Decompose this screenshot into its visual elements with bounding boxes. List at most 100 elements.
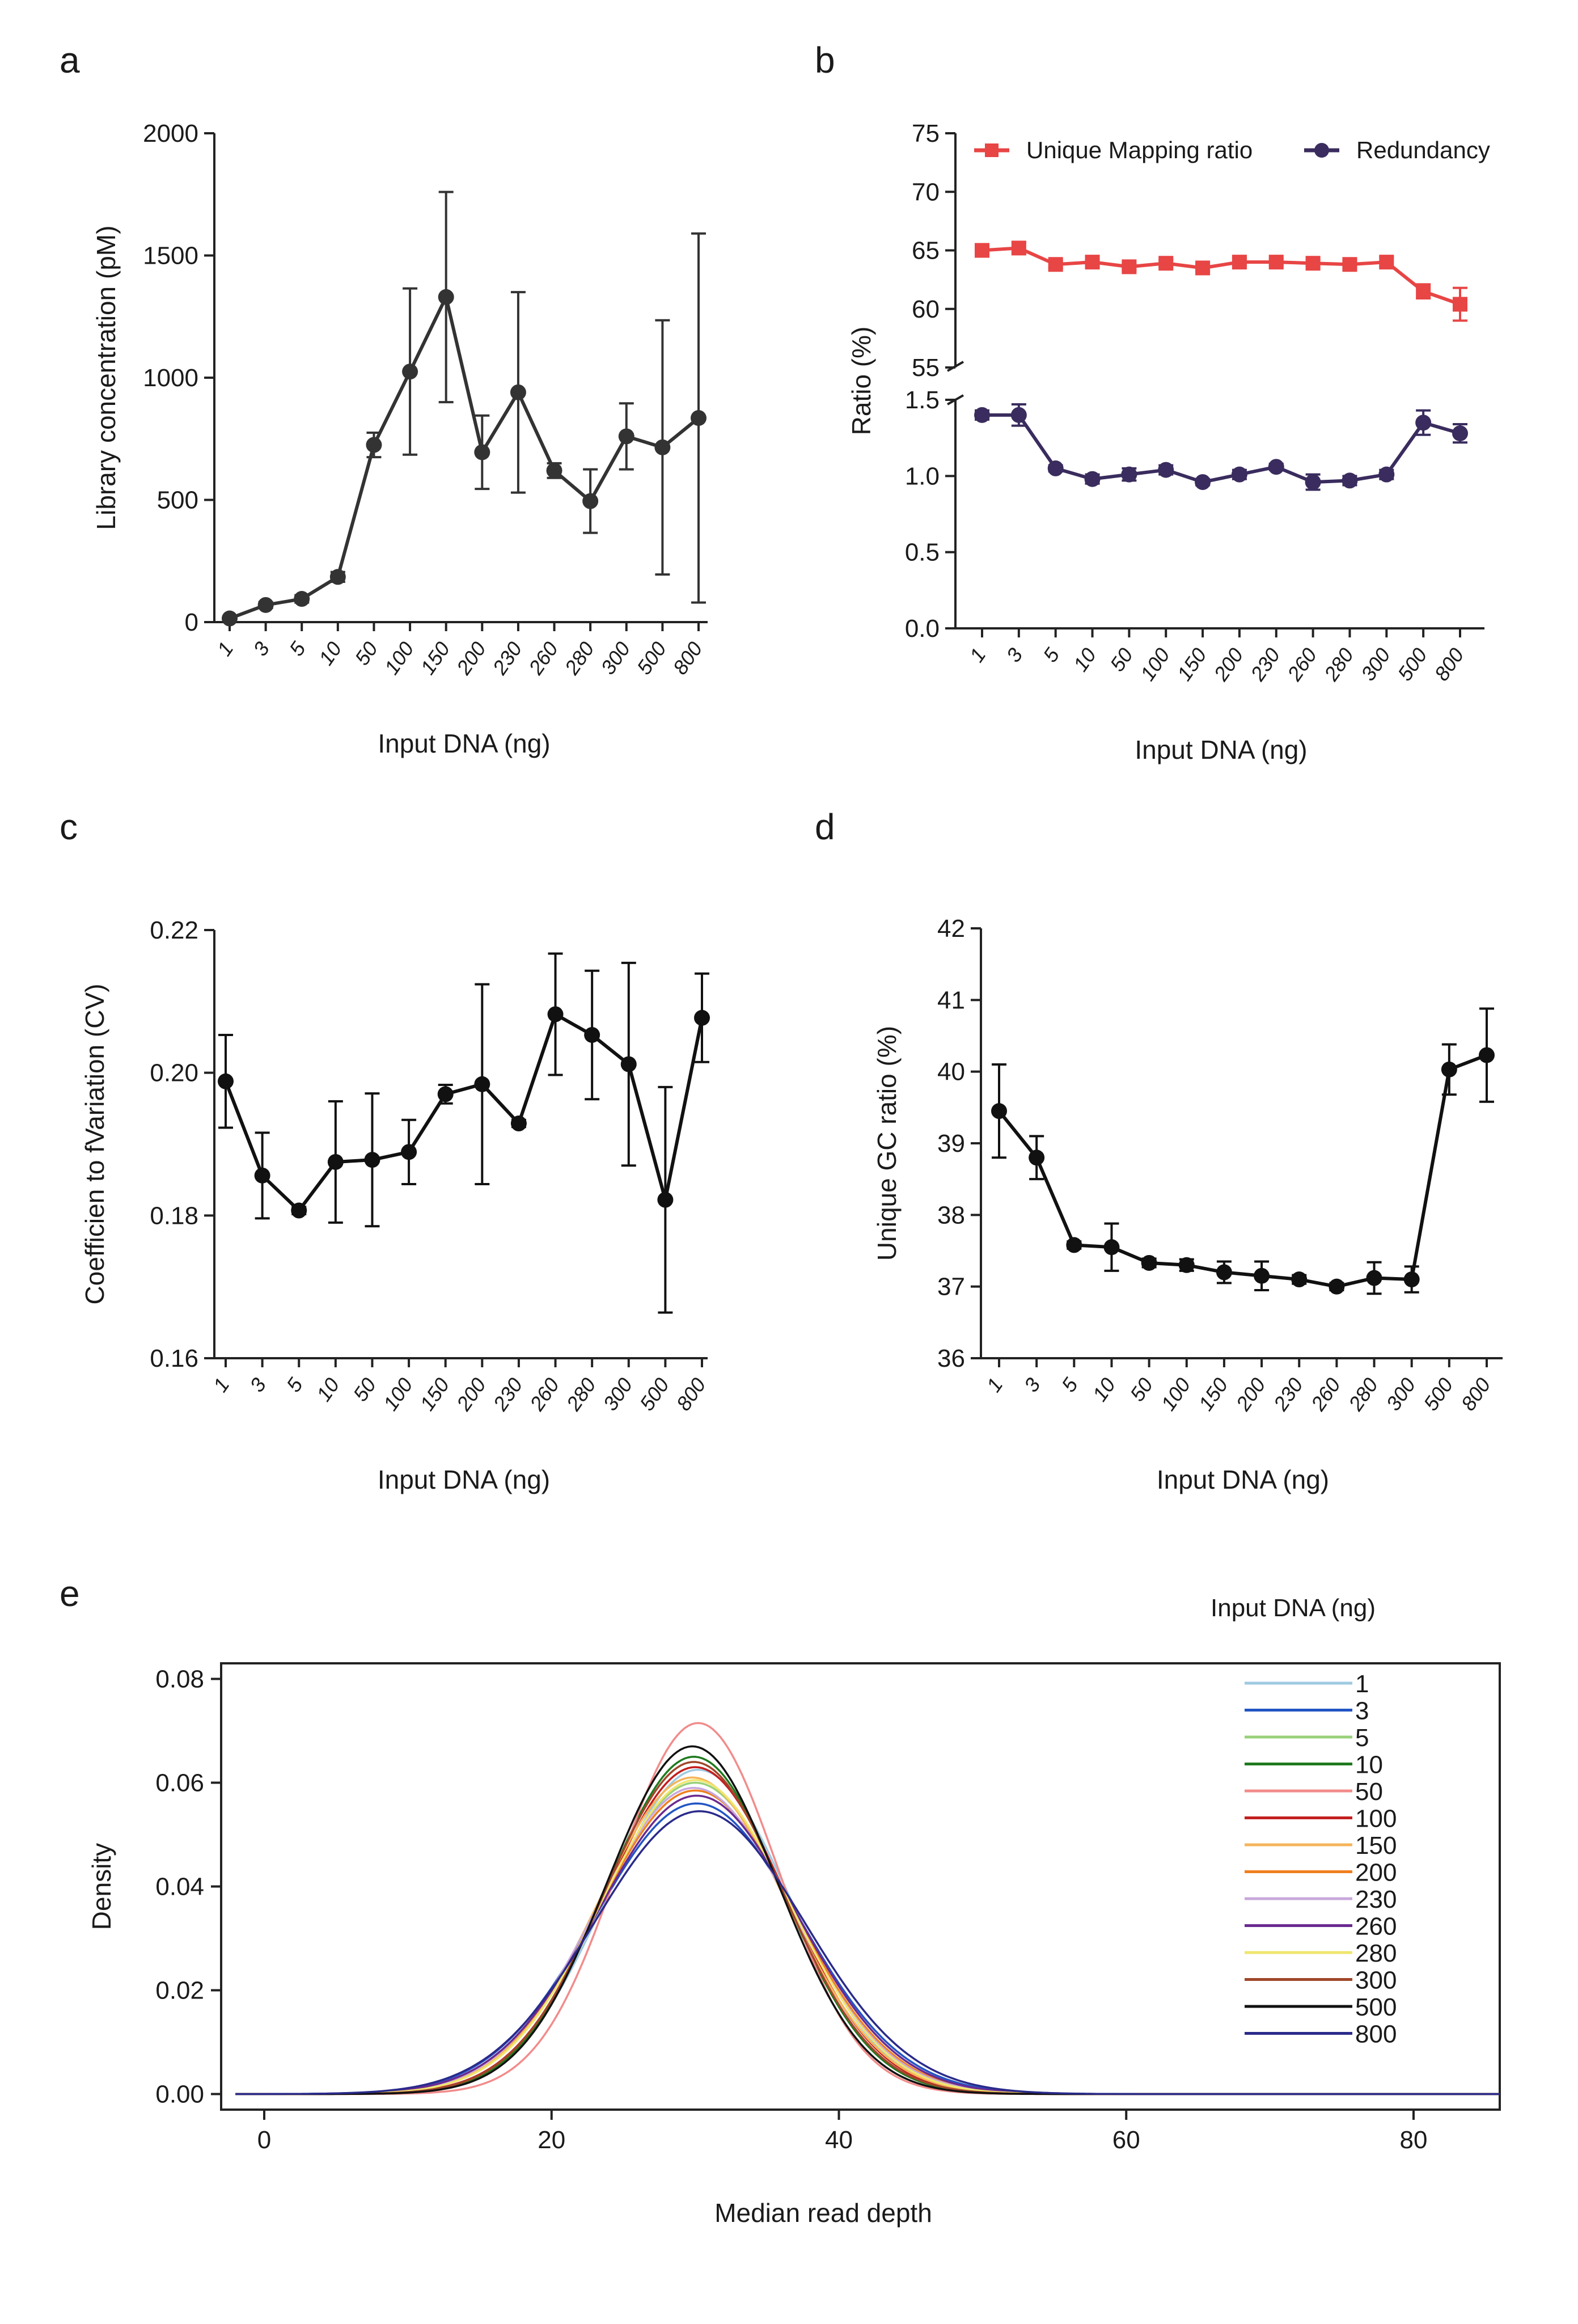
y-tick-label: 0.04	[155, 1873, 204, 1901]
x-tick-label: 1	[212, 637, 238, 660]
data-point	[1029, 1150, 1045, 1166]
x-tick-label: 100	[380, 637, 418, 679]
data-point	[254, 1167, 270, 1184]
x-tick-label: 100	[379, 1374, 417, 1415]
y-tick-label: 55	[912, 354, 940, 382]
data-point	[294, 591, 310, 607]
x-tick-label: 230	[1268, 1374, 1308, 1415]
data-point	[474, 444, 490, 460]
density-curve	[235, 1789, 1500, 2095]
x-tick-label: 300	[1381, 1374, 1420, 1415]
x-tick-label: 3	[245, 1374, 270, 1396]
series-line	[229, 295, 700, 620]
y-tick-label: 37	[937, 1273, 965, 1301]
data-point	[401, 1144, 417, 1160]
x-tick-label: 5	[282, 1373, 308, 1396]
x-tick-label: 150	[416, 637, 454, 679]
x-tick-label: 100	[1136, 644, 1174, 685]
x-tick-label: 10	[314, 637, 346, 669]
data-point	[438, 289, 454, 305]
data-point	[1268, 459, 1284, 475]
x-tick-label: 200	[1231, 1374, 1270, 1415]
data-point	[546, 462, 562, 479]
data-point	[327, 1153, 344, 1170]
x-tick-label: 50	[1126, 1374, 1158, 1405]
x-tick-label: 100	[1156, 1374, 1195, 1415]
x-tick-label: 1	[208, 1374, 234, 1396]
x-tick-label: 10	[1088, 1374, 1120, 1405]
data-point	[510, 1115, 527, 1132]
data-point	[1403, 1271, 1420, 1288]
data-point	[1291, 1271, 1308, 1288]
x-tick-label: 500	[1393, 644, 1432, 685]
y-axis-title: Library concentration (pM)	[91, 226, 121, 530]
density-curve	[235, 1794, 1500, 2095]
x-tick-label: 800	[669, 637, 707, 679]
y-tick-label: 60	[912, 295, 940, 323]
legend-label: 5	[1355, 1724, 1369, 1752]
y-tick-label: 1.5	[905, 386, 940, 414]
y-tick-label: 0.08	[155, 1665, 204, 1693]
x-tick-label: 800	[1430, 644, 1469, 685]
x-tick-label: 500	[635, 1374, 674, 1415]
y-tick-label: 0.5	[905, 539, 940, 567]
data-point	[1379, 255, 1394, 270]
x-tick-label: 40	[825, 2126, 853, 2154]
data-point	[1066, 1237, 1082, 1253]
data-point	[1121, 466, 1137, 483]
data-point	[222, 610, 238, 627]
legend-label: Redundancy	[1356, 137, 1490, 163]
data-point	[654, 439, 671, 455]
data-point	[1415, 415, 1432, 431]
x-tick-label: 3	[1001, 644, 1027, 666]
x-tick-label: 150	[1194, 1374, 1232, 1415]
series-line	[224, 1012, 704, 1212]
x-tick-label: 0	[257, 2126, 271, 2154]
data-point	[1047, 460, 1064, 476]
y-axis-title: Coefficien to fVariation (CV)	[80, 984, 109, 1305]
y-tick-label: 0.0	[905, 615, 940, 643]
density-curve	[235, 1761, 1500, 2095]
legend-marker	[985, 143, 999, 157]
x-tick-label: 150	[1173, 644, 1211, 685]
y-tick-label: 1000	[143, 364, 198, 392]
panel-label: c	[60, 806, 78, 847]
x-tick-label: 5	[1038, 643, 1064, 666]
data-point	[657, 1191, 674, 1208]
y-tick-label: 500	[157, 487, 198, 514]
y-tick-label: 0.22	[150, 916, 198, 944]
data-point	[329, 569, 346, 585]
data-point	[1342, 257, 1357, 272]
x-tick-label: 5	[1057, 1373, 1083, 1396]
panel-label: a	[60, 40, 80, 81]
y-tick-label: 36	[937, 1345, 965, 1372]
data-point	[691, 410, 706, 426]
x-axis-title: Median read depth	[714, 2198, 932, 2228]
data-point	[582, 493, 599, 509]
x-tick-label: 260	[1306, 1374, 1345, 1415]
legend-label: 300	[1355, 1967, 1397, 1995]
x-tick-label: 50	[1105, 644, 1137, 675]
data-point	[1048, 257, 1063, 272]
data-point	[1084, 471, 1101, 487]
data-point	[1231, 466, 1247, 483]
panel-b: 55 60 65 70 75 0.0 0.5 1.0 1.5 1 3 5 10 5010015020023…	[847, 120, 1490, 764]
data-point	[510, 384, 526, 400]
y-tick-label: 41	[937, 986, 965, 1014]
x-tick-label: 5	[285, 637, 311, 660]
data-point	[402, 364, 418, 380]
x-tick-label: 230	[488, 1374, 527, 1415]
y-tick-label: 0.16	[150, 1345, 198, 1372]
data-point	[474, 1076, 490, 1092]
y-tick-label: 1500	[143, 242, 198, 270]
y-axis-title: Unique GC ratio (%)	[872, 1026, 902, 1261]
x-tick-label: 800	[672, 1374, 710, 1415]
x-tick-label: 200	[451, 1374, 490, 1415]
legend-marker	[1314, 143, 1329, 158]
legend-label: 50	[1355, 1778, 1383, 1806]
x-tick-label: 230	[1246, 644, 1285, 686]
x-tick-label: 60	[1112, 2126, 1140, 2154]
data-point	[437, 1086, 454, 1102]
x-tick-label: 260	[524, 1374, 564, 1415]
legend-label: 200	[1355, 1859, 1397, 1887]
